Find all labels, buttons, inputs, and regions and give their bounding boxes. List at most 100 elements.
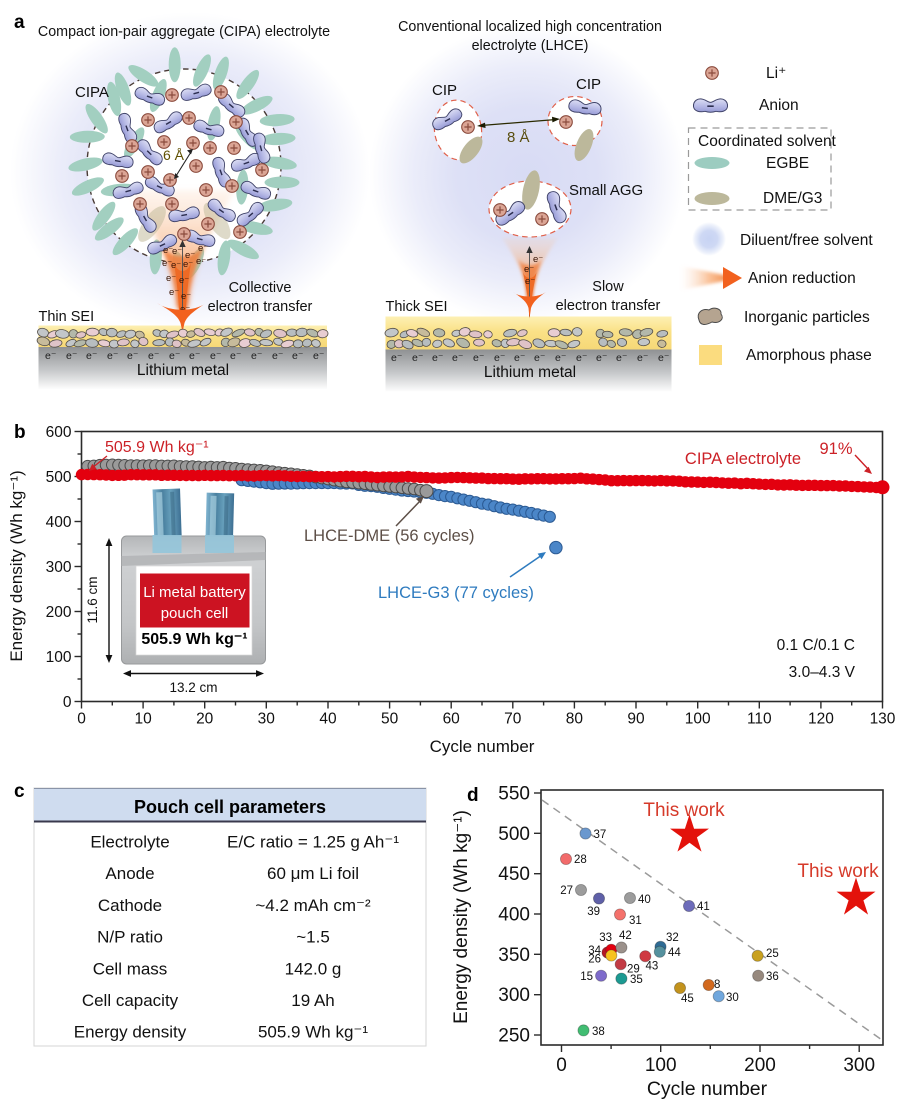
svg-text:Thick SEI: Thick SEI [386, 299, 448, 315]
svg-text:e⁻: e⁻ [162, 258, 172, 269]
svg-text:~4.2 mAh cm⁻²: ~4.2 mAh cm⁻² [255, 896, 371, 915]
svg-text:450: 450 [498, 864, 530, 885]
svg-text:electron transfer: electron transfer [556, 298, 661, 314]
svg-text:36: 36 [766, 971, 779, 983]
svg-text:142.0 g: 142.0 g [285, 959, 342, 978]
svg-text:13.2 cm: 13.2 cm [169, 680, 217, 695]
svg-text:pouch cell: pouch cell [161, 605, 229, 622]
svg-text:Pouch cell parameters: Pouch cell parameters [134, 797, 326, 817]
svg-text:e⁻: e⁻ [45, 350, 57, 362]
svg-text:~1.5: ~1.5 [296, 928, 330, 947]
svg-text:This work: This work [643, 800, 725, 821]
svg-text:CIPA electrolyte: CIPA electrolyte [685, 450, 801, 468]
svg-text:LHCE-G3 (77 cycles): LHCE-G3 (77 cycles) [378, 584, 534, 602]
svg-text:130: 130 [870, 711, 896, 728]
svg-text:e⁻: e⁻ [180, 304, 190, 315]
svg-text:e⁻: e⁻ [179, 275, 189, 286]
svg-text:100: 100 [645, 1055, 677, 1076]
svg-text:N/P ratio: N/P ratio [97, 928, 163, 947]
svg-text:0: 0 [556, 1055, 567, 1076]
svg-text:100: 100 [46, 649, 72, 666]
svg-text:e⁻: e⁻ [163, 245, 173, 256]
svg-text:Cell mass: Cell mass [93, 959, 168, 978]
svg-text:6 Å: 6 Å [163, 147, 185, 163]
svg-text:e⁻: e⁻ [127, 350, 139, 362]
svg-text:e⁻: e⁻ [616, 352, 628, 364]
svg-text:25: 25 [766, 948, 779, 960]
svg-text:e⁻: e⁻ [148, 350, 160, 362]
svg-text:8: 8 [714, 979, 720, 991]
svg-text:91%: 91% [819, 440, 852, 458]
svg-text:Coordinated solvent: Coordinated solvent [698, 133, 837, 150]
svg-text:19 Ah: 19 Ah [291, 991, 335, 1010]
svg-text:e⁻: e⁻ [86, 350, 98, 362]
svg-text:b: b [14, 422, 26, 443]
svg-text:505.9 Wh kg⁻¹: 505.9 Wh kg⁻¹ [141, 631, 247, 648]
svg-text:Cell capacity: Cell capacity [82, 991, 179, 1010]
svg-text:90: 90 [627, 711, 645, 728]
svg-text:Thin SEI: Thin SEI [39, 309, 95, 325]
svg-text:45: 45 [681, 993, 694, 1005]
svg-text:Electrolyte: Electrolyte [90, 833, 169, 852]
svg-text:e⁻: e⁻ [185, 250, 195, 261]
svg-text:Anode: Anode [105, 864, 154, 883]
svg-text:200: 200 [744, 1055, 776, 1076]
svg-text:3.0–4.3 V: 3.0–4.3 V [789, 664, 856, 681]
svg-text:e⁻: e⁻ [198, 243, 208, 254]
svg-text:electron transfer: electron transfer [208, 299, 313, 315]
svg-text:Collective: Collective [229, 280, 292, 296]
svg-text:e⁻: e⁻ [514, 352, 526, 364]
svg-text:e⁻: e⁻ [171, 260, 181, 271]
svg-text:505.9 Wh kg⁻¹: 505.9 Wh kg⁻¹ [258, 1023, 368, 1042]
svg-text:e⁻: e⁻ [534, 352, 546, 364]
svg-text:e⁻: e⁻ [196, 256, 206, 267]
svg-text:39: 39 [587, 906, 600, 918]
svg-text:0: 0 [77, 711, 86, 728]
svg-text:e⁻: e⁻ [473, 352, 485, 364]
svg-text:e⁻: e⁻ [658, 352, 670, 364]
svg-text:Inorganic particles: Inorganic particles [744, 309, 870, 326]
svg-text:500: 500 [498, 824, 530, 845]
svg-text:e⁻: e⁻ [533, 254, 543, 265]
svg-text:Lithium metal: Lithium metal [137, 362, 229, 379]
svg-text:40: 40 [319, 711, 337, 728]
svg-text:E/C ratio = 1.25 g Ah⁻¹: E/C ratio = 1.25 g Ah⁻¹ [227, 833, 399, 852]
svg-text:120: 120 [808, 711, 834, 728]
svg-text:37: 37 [594, 829, 607, 841]
svg-text:41: 41 [697, 901, 710, 913]
svg-text:300: 300 [46, 559, 72, 576]
svg-text:e⁻: e⁻ [272, 350, 284, 362]
svg-text:This work: This work [797, 861, 879, 882]
svg-text:Small AGG: Small AGG [569, 182, 643, 199]
svg-text:50: 50 [381, 711, 399, 728]
svg-text:300: 300 [498, 985, 530, 1006]
svg-text:e⁻: e⁻ [169, 350, 181, 362]
svg-text:500: 500 [46, 469, 72, 486]
svg-text:60 μm Li foil: 60 μm Li foil [267, 864, 359, 883]
svg-text:e⁻: e⁻ [210, 350, 222, 362]
svg-text:100: 100 [685, 711, 711, 728]
svg-text:550: 550 [498, 784, 530, 805]
svg-text:31: 31 [629, 915, 642, 927]
svg-text:electrolyte (LHCE): electrolyte (LHCE) [472, 38, 589, 54]
svg-text:33: 33 [599, 932, 612, 944]
svg-text:Energy density (Wh kg⁻¹): Energy density (Wh kg⁻¹) [7, 470, 26, 661]
svg-text:32: 32 [666, 932, 679, 944]
svg-text:27: 27 [560, 885, 573, 897]
svg-text:e⁻: e⁻ [292, 350, 304, 362]
svg-text:d: d [467, 785, 479, 806]
svg-text:250: 250 [498, 1026, 530, 1047]
svg-text:e⁻: e⁻ [576, 352, 588, 364]
svg-text:e⁻: e⁻ [391, 352, 403, 364]
svg-text:110: 110 [747, 711, 772, 728]
svg-text:e⁻: e⁻ [596, 352, 608, 364]
svg-text:e⁻: e⁻ [637, 352, 649, 364]
svg-text:Compact ion-pair aggregate (CI: Compact ion-pair aggregate (CIPA) electr… [38, 24, 330, 40]
svg-text:CIP: CIP [576, 76, 601, 93]
svg-text:42: 42 [619, 930, 632, 942]
svg-text:Cycle number: Cycle number [647, 1078, 768, 1100]
svg-text:e⁻: e⁻ [66, 350, 78, 362]
svg-text:Amorphous phase: Amorphous phase [746, 347, 872, 364]
svg-text:e⁻: e⁻ [494, 352, 506, 364]
svg-text:80: 80 [566, 711, 584, 728]
